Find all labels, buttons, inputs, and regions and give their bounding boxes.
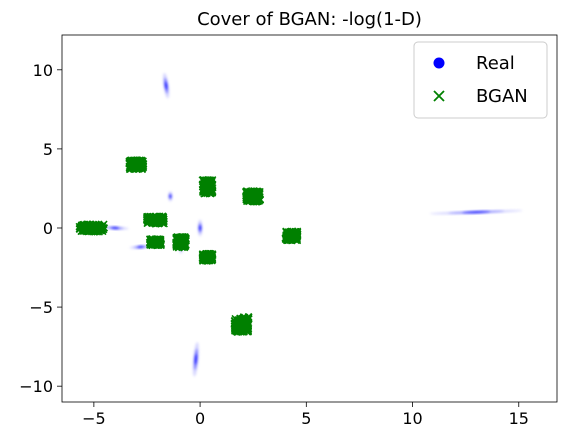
bgan-point (81, 226, 90, 234)
bgan-point (282, 235, 291, 244)
bgan-point (207, 255, 216, 263)
bgan-point (233, 324, 242, 333)
legend-bgan-label: BGAN (476, 86, 528, 107)
bgan-point (80, 220, 88, 229)
bgan-point (247, 187, 255, 195)
bgan-point (180, 241, 188, 249)
bgan-point (233, 322, 241, 331)
real-cluster-center (462, 210, 491, 214)
y-tick-label: 5 (43, 140, 53, 159)
y-tick-label: −10 (19, 377, 53, 396)
bgan-point (87, 225, 96, 233)
bgan-cluster (242, 187, 265, 206)
real-cluster-center (111, 226, 120, 230)
bgan-point (138, 165, 146, 174)
real-cluster-center (137, 245, 144, 249)
real-cluster (163, 73, 170, 99)
x-tick-label: 10 (402, 409, 422, 428)
bgan-cluster (198, 176, 217, 198)
bgan-point (175, 243, 184, 251)
real-cluster-center (164, 81, 168, 90)
real-cluster-center (194, 354, 198, 365)
bgan-point (147, 238, 156, 246)
bgan-point (89, 221, 98, 229)
bgan-point (208, 187, 216, 196)
bgan-cluster (230, 312, 253, 336)
x-tick-label: 0 (195, 409, 205, 428)
bgan-point (91, 227, 99, 235)
legend-bgan-marker (433, 90, 445, 102)
bgan-series-layer (75, 156, 302, 336)
bgan-point (136, 156, 144, 164)
axis-ticks: −5 0 5 10 15 −10 −5 0 5 10 (19, 61, 529, 428)
bgan-point (83, 227, 91, 235)
bgan-point (255, 190, 263, 199)
bgan-point (158, 214, 166, 222)
bgan-point (136, 159, 145, 167)
bgan-point (179, 233, 187, 241)
bgan-point (150, 214, 159, 223)
bgan-point (253, 190, 262, 198)
x-tick-label: 15 (509, 409, 529, 428)
bgan-point (147, 241, 156, 249)
real-cluster (197, 219, 203, 237)
bgan-point (157, 240, 165, 248)
bgan-cluster (145, 235, 166, 250)
legend-box (413, 41, 548, 119)
legend-real-label: Real (476, 53, 515, 74)
bgan-cluster (75, 220, 109, 236)
y-tick-label: −5 (29, 298, 53, 317)
bgan-point (200, 181, 208, 190)
real-cluster (429, 210, 523, 215)
y-tick-label: 10 (33, 61, 53, 80)
real-cluster (129, 245, 152, 249)
bgan-point (202, 181, 211, 189)
bgan-cluster (142, 212, 168, 228)
x-tick-label: 5 (301, 409, 311, 428)
plot-frame (61, 34, 558, 403)
bgan-point (206, 187, 214, 196)
bgan-cluster (125, 156, 148, 174)
bgan-point (287, 228, 295, 237)
bgan-cluster (198, 249, 217, 265)
legend-real-marker (433, 57, 445, 69)
bgan-point (145, 212, 154, 221)
chart-title: Cover of BGAN: -log(1-D) (197, 9, 422, 30)
bgan-point (199, 255, 208, 264)
y-tick-label: 0 (43, 219, 53, 238)
real-cluster-center (198, 225, 202, 231)
bgan-point (127, 157, 136, 166)
bgan-cluster (281, 227, 302, 245)
bgan-point (157, 239, 165, 247)
real-cluster-center (169, 194, 172, 198)
bgan-point (240, 327, 248, 336)
legend: Real BGAN (413, 41, 548, 119)
real-cluster (101, 226, 129, 230)
bgan-point (236, 314, 245, 323)
x-tick-label: −5 (82, 409, 106, 428)
real-cluster (168, 191, 173, 202)
real-cluster (192, 342, 199, 377)
bgan-cluster (172, 232, 191, 252)
